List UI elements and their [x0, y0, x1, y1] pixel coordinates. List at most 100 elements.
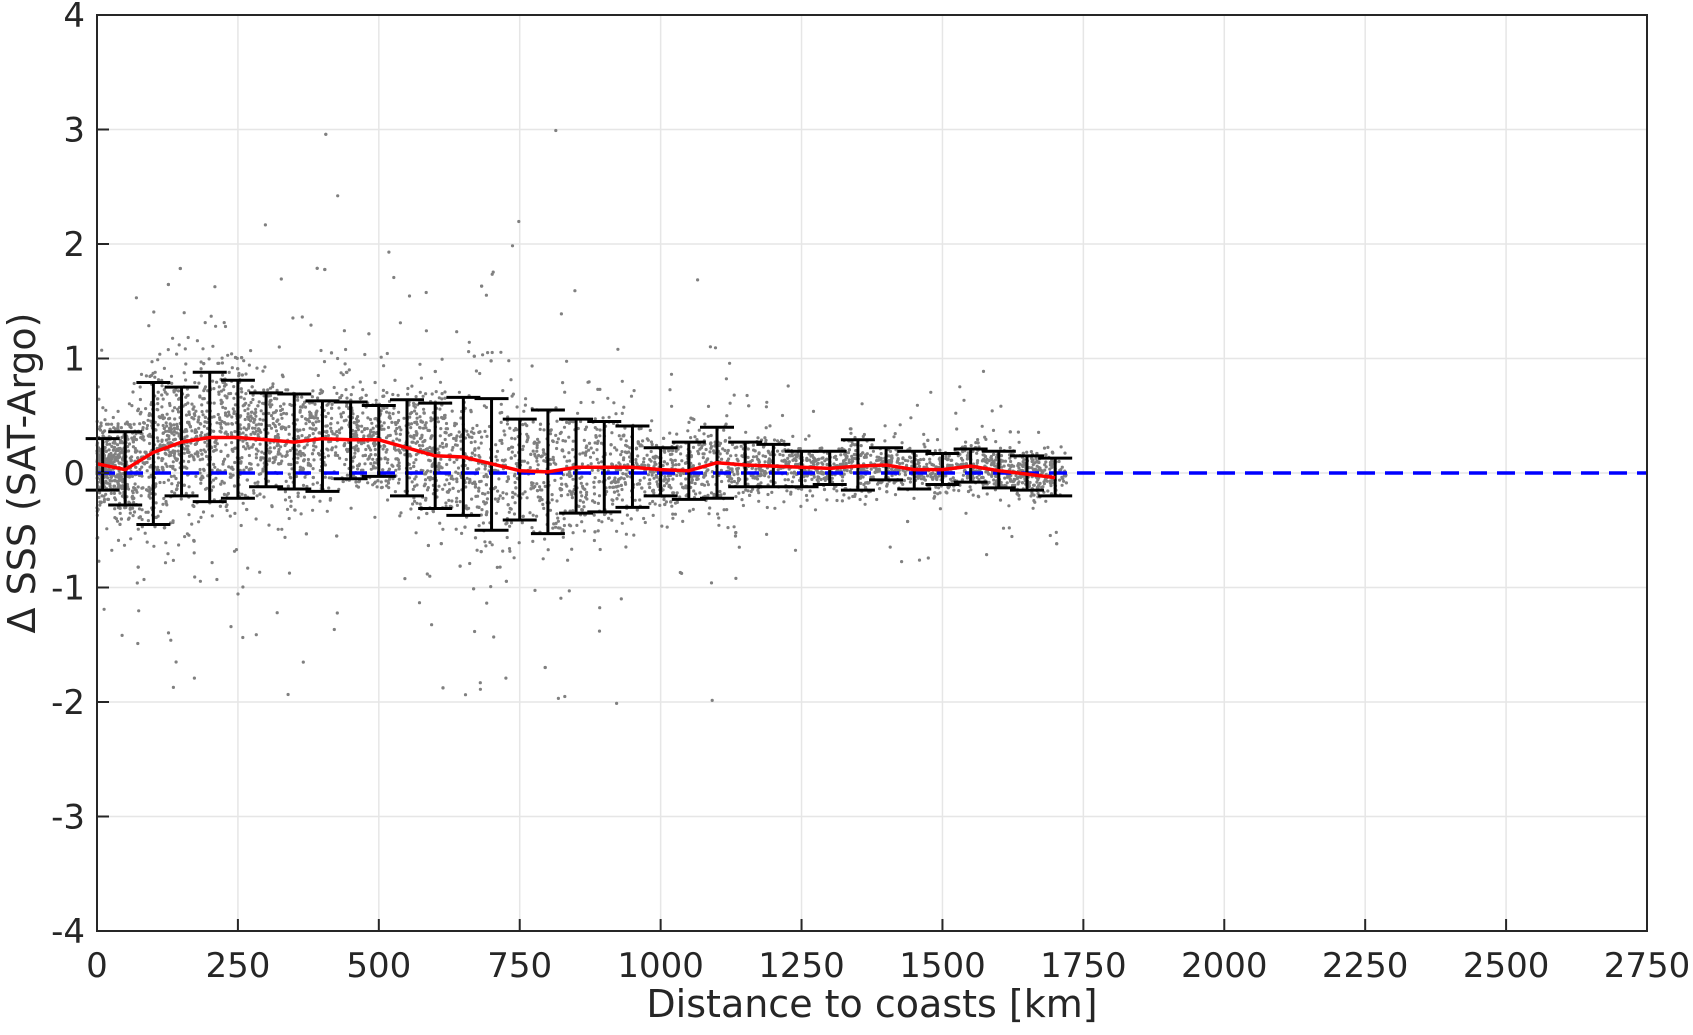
scatter-point [707, 512, 711, 516]
scatter-point [262, 495, 266, 499]
scatter-point [266, 479, 271, 483]
scatter-point [170, 482, 174, 486]
scatter-point [156, 456, 160, 460]
scatter-point [132, 422, 136, 426]
scatter-point [490, 350, 494, 355]
scatter-point [413, 477, 417, 481]
scatter-point [253, 481, 257, 485]
scatter-point [160, 438, 164, 442]
scatter-point [542, 506, 546, 510]
scatter-point [174, 660, 178, 664]
scatter-point [515, 476, 519, 480]
scatter-point [409, 466, 413, 470]
scatter-point [496, 489, 500, 493]
scatter-point [556, 519, 561, 523]
scatter-point [168, 416, 172, 420]
scatter-point [950, 458, 954, 462]
scatter-point [559, 596, 563, 600]
scatter-point [706, 493, 710, 497]
scatter-point [212, 429, 216, 433]
scatter-point [144, 407, 148, 411]
scatter-point [883, 439, 887, 443]
scatter-point [553, 478, 557, 482]
scatter-point [345, 370, 349, 374]
scatter-point [171, 558, 175, 563]
scatter-point [286, 484, 290, 488]
scatter-point [172, 452, 177, 456]
scatter-point [734, 495, 738, 499]
scatter-point [1060, 465, 1064, 469]
scatter-point [156, 378, 161, 382]
scatter-point [790, 480, 794, 484]
scatter-point [589, 462, 593, 466]
scatter-point [328, 497, 333, 501]
scatter-point [567, 421, 571, 425]
scatter-point [475, 423, 479, 428]
scatter-point [1025, 450, 1029, 454]
scatter-point [117, 461, 121, 465]
scatter-point [975, 475, 979, 479]
scatter-point [228, 514, 232, 518]
scatter-point [486, 351, 490, 355]
scatter-point [193, 381, 197, 385]
scatter-point [510, 436, 514, 440]
scatter-point [379, 355, 383, 359]
scatter-point [352, 432, 356, 436]
scatter-point [468, 561, 472, 566]
scatter-point [335, 391, 339, 395]
scatter-point [923, 478, 928, 482]
scatter-point [910, 464, 914, 468]
scatter-point [525, 438, 530, 442]
scatter-point [570, 496, 575, 500]
scatter-point [730, 480, 734, 484]
scatter-point [410, 410, 414, 415]
scatter-point [198, 458, 202, 462]
scatter-point [349, 393, 353, 397]
scatter-point [1049, 484, 1053, 488]
scatter-point [155, 436, 159, 440]
scatter-point [969, 444, 973, 448]
scatter-point [841, 475, 845, 479]
scatter-point [994, 483, 998, 487]
scatter-point [421, 426, 426, 430]
scatter-point [484, 483, 488, 487]
scatter-point [379, 409, 383, 413]
scatter-point [233, 460, 237, 465]
scatter-point [126, 517, 130, 521]
scatter-point [537, 453, 541, 457]
scatter-point [695, 438, 699, 442]
scatter-point [219, 402, 223, 406]
scatter-point [415, 432, 419, 436]
scatter-point [654, 462, 658, 466]
scatter-point [156, 465, 160, 469]
scatter-point [492, 635, 496, 639]
scatter-point [928, 457, 932, 461]
scatter-point [226, 491, 230, 496]
scatter-point [722, 428, 726, 432]
scatter-point [122, 543, 127, 547]
scatter-point [203, 440, 207, 444]
scatter-point [243, 408, 247, 413]
scatter-point [624, 532, 629, 536]
scatter-point [330, 402, 334, 406]
scatter-point [611, 502, 615, 506]
scatter-point [116, 422, 120, 426]
scatter-point [386, 481, 391, 485]
scatter-point [1044, 465, 1048, 469]
scatter-point [221, 405, 225, 409]
scatter-point [156, 408, 160, 412]
scatter-point [356, 447, 360, 451]
scatter-point [485, 434, 489, 438]
scatter-point [169, 374, 174, 378]
scatter-point [906, 459, 910, 463]
scatter-point [233, 403, 237, 407]
scatter-point [901, 456, 905, 460]
scatter-point [706, 434, 710, 438]
scatter-point [628, 446, 632, 450]
scatter-point [482, 404, 486, 408]
scatter-point [778, 452, 782, 457]
scatter-point [118, 522, 122, 527]
scatter-point [879, 452, 883, 456]
scatter-point [186, 420, 190, 424]
scatter-point [196, 454, 200, 458]
